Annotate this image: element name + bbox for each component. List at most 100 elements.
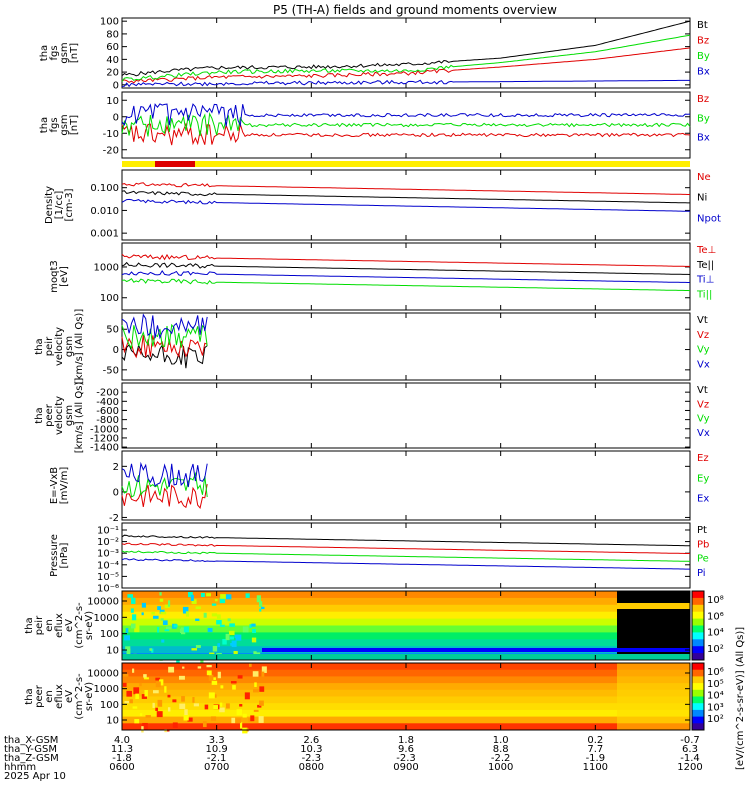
- colorbar-cell: [692, 683, 704, 691]
- panel-ylabel: sr-eV): [84, 611, 95, 640]
- panel-ylabel: tha: [24, 688, 35, 704]
- spec-cell: [249, 663, 252, 667]
- spec-band: [122, 639, 690, 647]
- spec-cell: [159, 592, 162, 596]
- panel-ylabel: peir: [44, 336, 55, 356]
- spec-cell: [258, 716, 264, 723]
- panel-frame: [121, 312, 691, 381]
- y-tick-label: -50: [103, 365, 119, 376]
- spec-cell: [235, 718, 242, 724]
- spec-cell: [144, 689, 148, 697]
- xaxis-row-label: tha_X-GSM: [4, 735, 58, 746]
- xaxis-row-label: tha_Z-GSM: [4, 753, 59, 764]
- xaxis-value: 1100: [583, 762, 608, 773]
- legend-Pi: Pi: [697, 568, 706, 579]
- legend-Ey: Ey: [697, 473, 709, 484]
- spec-cell: [168, 666, 175, 673]
- series-line: [121, 534, 691, 547]
- xaxis-value: -1.8: [112, 753, 132, 764]
- colorbar-cell: [692, 669, 704, 677]
- panel-ylabel: Pressure: [49, 534, 60, 577]
- series-line: [121, 277, 691, 292]
- legend-By: By: [697, 51, 710, 62]
- spec-cell: [229, 636, 234, 640]
- spec-cell: [152, 702, 155, 708]
- legend-Vt: Vt: [697, 385, 708, 396]
- panel-ylabel: sr-eV): [84, 682, 95, 711]
- xaxis-value: 4.0: [114, 735, 130, 746]
- xaxis-value: 1.8: [398, 735, 414, 746]
- series-line: [121, 484, 208, 509]
- spec-cell: [216, 614, 221, 619]
- spec-cell: [188, 591, 193, 598]
- spec-cell: [132, 668, 135, 673]
- spec-cell: [237, 675, 243, 679]
- spec-cell: [179, 675, 185, 680]
- xaxis-value: 1.0: [493, 735, 509, 746]
- panel-ylabel: en: [44, 619, 55, 632]
- spec-cell: [260, 606, 265, 610]
- legend-Vz: Vz: [697, 330, 709, 341]
- series-line: [121, 558, 690, 570]
- spec-cell: [225, 633, 230, 641]
- spec-cell: [206, 665, 212, 668]
- xaxis-value: 1000: [488, 762, 513, 773]
- y-tick-label: -2: [109, 513, 119, 524]
- spec-cell: [183, 714, 189, 721]
- legend-Vy: Vy: [697, 345, 710, 356]
- colorbar-cell: [692, 663, 704, 671]
- y-tick-label: 100: [100, 293, 119, 304]
- xaxis-value: -1.9: [586, 753, 606, 764]
- spec-cell: [217, 671, 221, 679]
- spec-cell: [230, 681, 237, 684]
- spec-cell: [182, 606, 189, 614]
- spec-cell: [259, 700, 264, 706]
- xaxis-value: 0600: [109, 762, 134, 773]
- colorbar-frame: [691, 590, 705, 661]
- colorbar-tick: 10³: [707, 702, 724, 713]
- spec-band: [122, 683, 690, 691]
- spec-cell: [122, 673, 129, 677]
- y-tick-label: 2: [113, 462, 119, 473]
- panel-ylabel: E=-VxB: [49, 467, 60, 504]
- panel-temperature: moqt3 [eV] 1000 100 Te⊥ Te|| Ti⊥ Ti||: [49, 242, 716, 311]
- xaxis-value: 8.8: [493, 744, 509, 755]
- spec-cell: [141, 602, 146, 608]
- panel-ylabel: tha: [39, 117, 50, 133]
- colorbar-cell: [692, 716, 704, 724]
- y-tick-label: 100: [100, 629, 119, 640]
- spec-cell: [192, 697, 195, 703]
- spec-cell: [261, 666, 267, 673]
- legend-Bz: Bz: [697, 94, 709, 105]
- colorbar-tick: 10⁶: [707, 611, 724, 622]
- spec-cell: [125, 646, 131, 650]
- y-tick-label: -10: [103, 129, 119, 140]
- spec-cell: [251, 623, 256, 627]
- spec-cell: [131, 614, 137, 621]
- spec-cell: [211, 603, 217, 606]
- xaxis-value: -1.4: [680, 753, 700, 764]
- spec-cell: [193, 703, 199, 707]
- colorbar-cell: [692, 709, 704, 718]
- spec-cell: [143, 677, 149, 680]
- spec-cell: [259, 608, 262, 612]
- spec-band: [122, 611, 690, 620]
- colorbar-cell: [692, 611, 704, 620]
- spec-cell: [213, 694, 217, 698]
- y-tick-label: 10⁻⁴: [97, 560, 119, 571]
- spec-cell: [142, 722, 148, 730]
- legend-Bx: Bx: [697, 67, 710, 78]
- colorbar-cell: [692, 646, 704, 654]
- spec-cell: [225, 703, 230, 709]
- spec-cell: [134, 625, 140, 633]
- xaxis-value: 1200: [677, 762, 702, 773]
- panel-ylabel: [nT]: [69, 115, 80, 135]
- panel-ylabel: [nPa]: [59, 542, 70, 568]
- panel-ylabel: velocity: [54, 396, 65, 435]
- legend-Bx: Bx: [697, 133, 710, 144]
- panel-frame: [121, 242, 691, 311]
- colorbar-cell: [692, 689, 704, 697]
- spec-cell: [183, 626, 189, 633]
- spec-cell: [257, 704, 262, 708]
